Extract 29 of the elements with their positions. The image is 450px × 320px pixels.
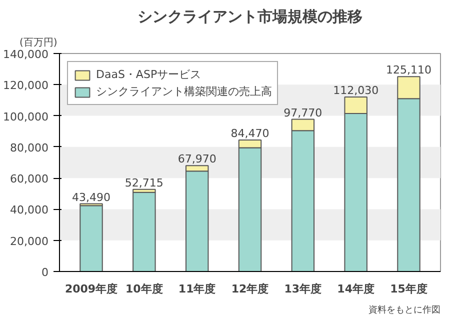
x-tick-label: 11年度 bbox=[178, 282, 216, 296]
legend-label: DaaS・ASPサービス bbox=[96, 67, 202, 82]
total-label: 52,715 bbox=[124, 176, 164, 190]
total-label: 112,030 bbox=[333, 84, 379, 98]
text: 資料をもとに作図 bbox=[368, 304, 440, 316]
x-tick-label: 12年度 bbox=[231, 282, 269, 296]
y-axis-title: (百万円) bbox=[20, 38, 58, 48]
y-tick-label: 20,000 bbox=[10, 234, 49, 248]
x-tick-label: 14年度 bbox=[337, 282, 374, 296]
total-label: 84,470 bbox=[230, 126, 270, 140]
bar bbox=[80, 205, 103, 272]
y-tick-label: 60,000 bbox=[10, 172, 49, 186]
x-tick-label: 13年度 bbox=[284, 282, 322, 296]
total-label: 43,490 bbox=[72, 190, 111, 204]
total-label: 97,770 bbox=[284, 106, 322, 120]
y-tick-label: 40,000 bbox=[10, 204, 49, 217]
total-label: 125,110 bbox=[386, 64, 432, 77]
chart-title: シンクライアント市場規模の推移 bbox=[138, 8, 362, 26]
x-tick-label: 2009年度 bbox=[64, 282, 118, 296]
x-tick-label: 10年度 bbox=[126, 282, 163, 296]
y-tick-label: 120,000 bbox=[3, 79, 49, 92]
x-tick-label: 15年度 bbox=[390, 282, 428, 296]
legend-label: シンクライアント構築関連の売上高 bbox=[96, 84, 272, 99]
y-tick-label: 80,000 bbox=[10, 141, 49, 154]
y-tick-label: 140,000 bbox=[3, 48, 49, 61]
total-label: 67,970 bbox=[178, 152, 216, 166]
bar bbox=[132, 192, 156, 272]
y-tick-label: 0 bbox=[42, 266, 48, 279]
y-tick-label: 100,000 bbox=[3, 110, 49, 124]
